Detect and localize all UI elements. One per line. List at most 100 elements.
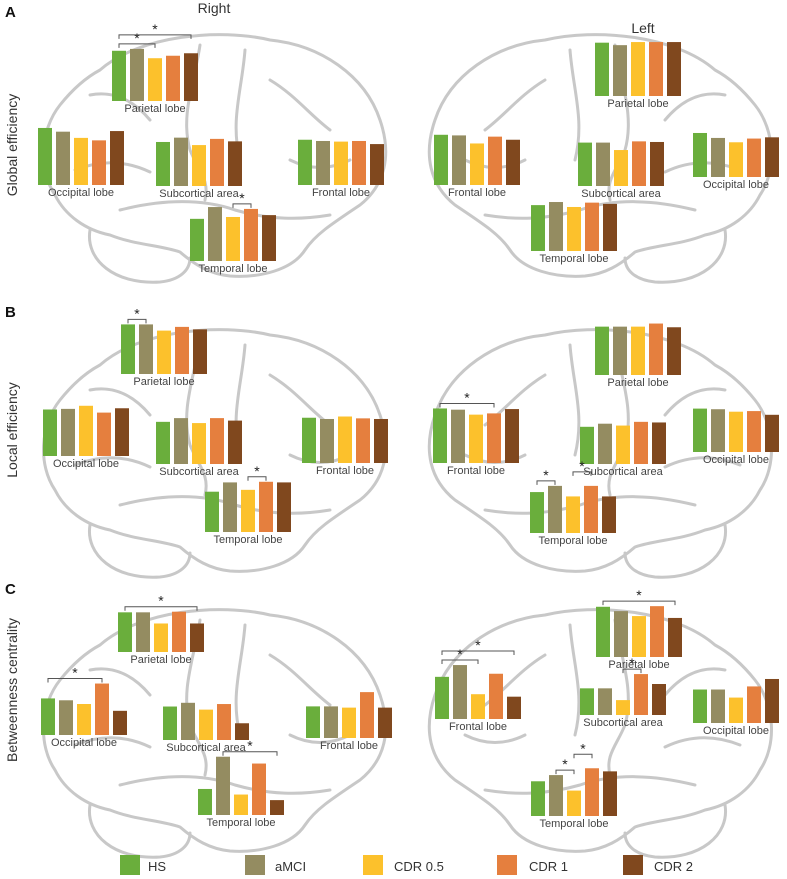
bar-group-betweenness-centrality-left-temporal-lobe: Temporal lobe * * xyxy=(531,740,617,830)
region-label-local-efficiency-right-occipital-lobe: Occipital lobe xyxy=(53,458,119,470)
measure-label-local: Local efficiency xyxy=(4,382,20,477)
bar-global-efficiency-right-frontal-lobe-cdr1 xyxy=(352,140,366,185)
significance-bracket-global-efficiency-right-parietal-lobe-0 xyxy=(118,43,156,48)
bar-local-efficiency-left-frontal-lobe-cdr2 xyxy=(505,409,519,463)
bar-betweenness-centrality-right-temporal-lobe-hs xyxy=(198,788,212,815)
bar-betweenness-centrality-left-frontal-lobe-hs xyxy=(435,676,449,719)
bar-global-efficiency-left-frontal-lobe-cdr2 xyxy=(506,139,520,185)
bar-betweenness-centrality-left-subcortical-area-amci xyxy=(598,688,612,715)
bar-global-efficiency-right-subcortical-area-cdr05 xyxy=(192,145,206,186)
bar-global-efficiency-left-occipital-lobe-cdr05 xyxy=(729,142,743,177)
significance-bracket-betweenness-centrality-left-frontal-lobe-1 xyxy=(441,650,515,656)
bar-group-betweenness-centrality-left-frontal-lobe: Frontal lobe * * xyxy=(435,637,521,733)
brain-outline-right xyxy=(42,608,388,859)
bar-local-efficiency-right-frontal-lobe-hs xyxy=(302,417,316,463)
significance-bracket-global-efficiency-right-parietal-lobe-1 xyxy=(118,34,192,39)
legend: HS aMCI CDR 0.5 CDR 1 CDR 2 xyxy=(120,855,693,875)
panel-letter-b: B xyxy=(5,304,16,321)
bar-local-efficiency-left-occipital-lobe-cdr2 xyxy=(765,414,779,452)
region-label-global-efficiency-left-frontal-lobe: Frontal lobe xyxy=(448,187,506,199)
bar-betweenness-centrality-right-frontal-lobe-cdr2 xyxy=(378,707,392,738)
bar-global-efficiency-right-parietal-lobe-hs xyxy=(112,50,126,101)
bar-betweenness-centrality-left-temporal-lobe-amci xyxy=(549,775,563,816)
bar-betweenness-centrality-left-occipital-lobe-amci xyxy=(711,689,725,723)
bar-betweenness-centrality-left-parietal-lobe-hs xyxy=(596,606,610,657)
bar-betweenness-centrality-right-temporal-lobe-cdr2 xyxy=(270,800,284,815)
bar-global-efficiency-right-frontal-lobe-cdr2 xyxy=(370,144,384,185)
significance-bracket-local-efficiency-left-temporal-lobe-0 xyxy=(536,480,556,485)
legend-label-cdr2: CDR 2 xyxy=(654,859,693,874)
bar-local-efficiency-left-subcortical-area-cdr05 xyxy=(616,425,630,464)
legend-item-cdr2: CDR 2 xyxy=(623,855,693,875)
bar-betweenness-centrality-right-frontal-lobe-amci xyxy=(324,706,338,738)
legend-label-amci: aMCI xyxy=(275,859,306,874)
bar-global-efficiency-left-temporal-lobe-hs xyxy=(531,205,545,251)
bar-local-efficiency-left-parietal-lobe-amci xyxy=(613,326,627,375)
significance-star-betweenness-centrality-left-temporal-lobe-1: * xyxy=(580,740,586,756)
significance-bracket-betweenness-centrality-right-occipital-lobe-0 xyxy=(47,678,103,683)
bar-group-local-efficiency-left-frontal-lobe: Frontal lobe * xyxy=(433,389,519,477)
bar-local-efficiency-right-occipital-lobe-amci xyxy=(61,408,75,456)
bar-local-efficiency-right-parietal-lobe-cdr1 xyxy=(175,326,189,374)
bar-local-efficiency-left-subcortical-area-cdr2 xyxy=(652,422,666,464)
legend-swatch-amci xyxy=(245,855,265,875)
bar-betweenness-centrality-left-parietal-lobe-cdr1 xyxy=(650,606,664,657)
region-label-local-efficiency-left-parietal-lobe: Parietal lobe xyxy=(607,377,668,389)
significance-bracket-betweenness-centrality-left-subcortical-area-0 xyxy=(622,668,642,674)
bar-local-efficiency-left-subcortical-area-amci xyxy=(598,423,612,464)
bar-group-local-efficiency-right-occipital-lobe: Occipital lobe xyxy=(43,405,129,470)
significance-star-betweenness-centrality-left-temporal-lobe-0: * xyxy=(562,756,568,772)
bar-global-efficiency-left-subcortical-area-hs xyxy=(578,142,592,186)
region-label-betweenness-centrality-right-parietal-lobe: Parietal lobe xyxy=(130,654,191,666)
bar-local-efficiency-left-occipital-lobe-cdr1 xyxy=(747,411,761,452)
brain-outline-left xyxy=(427,608,773,859)
bar-betweenness-centrality-right-temporal-lobe-amci xyxy=(216,756,230,815)
bar-group-global-efficiency-left-frontal-lobe: Frontal lobe xyxy=(434,134,520,199)
bar-global-efficiency-left-frontal-lobe-amci xyxy=(452,135,466,185)
bar-global-efficiency-right-frontal-lobe-amci xyxy=(316,140,330,185)
bar-global-efficiency-right-frontal-lobe-cdr05 xyxy=(334,141,348,185)
bar-betweenness-centrality-left-parietal-lobe-cdr2 xyxy=(668,617,682,657)
bar-global-efficiency-right-occipital-lobe-cdr2 xyxy=(110,131,124,185)
bar-global-efficiency-right-parietal-lobe-cdr2 xyxy=(184,53,198,101)
bar-local-efficiency-right-subcortical-area-cdr1 xyxy=(210,418,224,464)
bar-global-efficiency-left-subcortical-area-amci xyxy=(596,142,610,186)
bar-betweenness-centrality-left-frontal-lobe-cdr1 xyxy=(489,673,503,719)
bar-group-betweenness-centrality-right-temporal-lobe: Temporal lobe * xyxy=(198,738,284,829)
bar-group-local-efficiency-left-subcortical-area: Subcortical area xyxy=(580,421,666,478)
region-label-global-efficiency-left-temporal-lobe: Temporal lobe xyxy=(539,253,608,265)
bar-group-global-efficiency-right-subcortical-area: Subcortical area xyxy=(156,137,242,200)
bar-local-efficiency-right-subcortical-area-cdr05 xyxy=(192,423,206,464)
bar-local-efficiency-left-temporal-lobe-cdr2 xyxy=(602,496,616,533)
bar-global-efficiency-left-temporal-lobe-cdr05 xyxy=(567,206,581,251)
region-label-local-efficiency-right-frontal-lobe: Frontal lobe xyxy=(316,465,374,477)
bar-local-efficiency-right-subcortical-area-hs xyxy=(156,421,170,464)
bar-global-efficiency-right-occipital-lobe-cdr05 xyxy=(74,137,88,185)
bar-local-efficiency-right-temporal-lobe-amci xyxy=(223,482,237,532)
significance-bracket-betweenness-centrality-right-parietal-lobe-0 xyxy=(124,606,198,611)
bar-global-efficiency-left-temporal-lobe-amci xyxy=(549,202,563,251)
bar-global-efficiency-right-temporal-lobe-cdr1 xyxy=(244,208,258,261)
bar-global-efficiency-left-temporal-lobe-cdr2 xyxy=(603,203,617,251)
region-label-global-efficiency-left-subcortical-area: Subcortical area xyxy=(581,188,661,200)
bar-local-efficiency-left-occipital-lobe-hs xyxy=(693,408,707,452)
bar-local-efficiency-right-subcortical-area-cdr2 xyxy=(228,420,242,464)
bar-global-efficiency-left-parietal-lobe-amci xyxy=(613,45,627,96)
bar-betweenness-centrality-right-subcortical-area-amci xyxy=(181,702,195,740)
bar-global-efficiency-left-parietal-lobe-cdr05 xyxy=(631,42,645,96)
bar-group-global-efficiency-right-parietal-lobe: Parietal lobe * * xyxy=(112,21,198,115)
bar-group-global-efficiency-left-subcortical-area: Subcortical area xyxy=(578,141,664,200)
bar-local-efficiency-left-temporal-lobe-cdr05 xyxy=(566,496,580,533)
bar-local-efficiency-left-temporal-lobe-hs xyxy=(530,492,544,533)
significance-star-betweenness-centrality-right-parietal-lobe-0: * xyxy=(158,593,164,609)
significance-star-local-efficiency-left-temporal-lobe-1: * xyxy=(579,458,585,474)
bar-local-efficiency-left-frontal-lobe-amci xyxy=(451,409,465,463)
bar-global-efficiency-right-parietal-lobe-cdr05 xyxy=(148,58,162,101)
bar-betweenness-centrality-right-temporal-lobe-cdr1 xyxy=(252,763,266,815)
legend-swatch-hs xyxy=(120,855,140,875)
bar-group-betweenness-centrality-left-parietal-lobe: Parietal lobe* xyxy=(596,587,682,671)
bar-group-local-efficiency-left-occipital-lobe: Occipital lobe xyxy=(693,408,779,466)
bar-local-efficiency-left-temporal-lobe-cdr1 xyxy=(584,485,598,533)
bar-global-efficiency-right-subcortical-area-cdr1 xyxy=(210,138,224,186)
